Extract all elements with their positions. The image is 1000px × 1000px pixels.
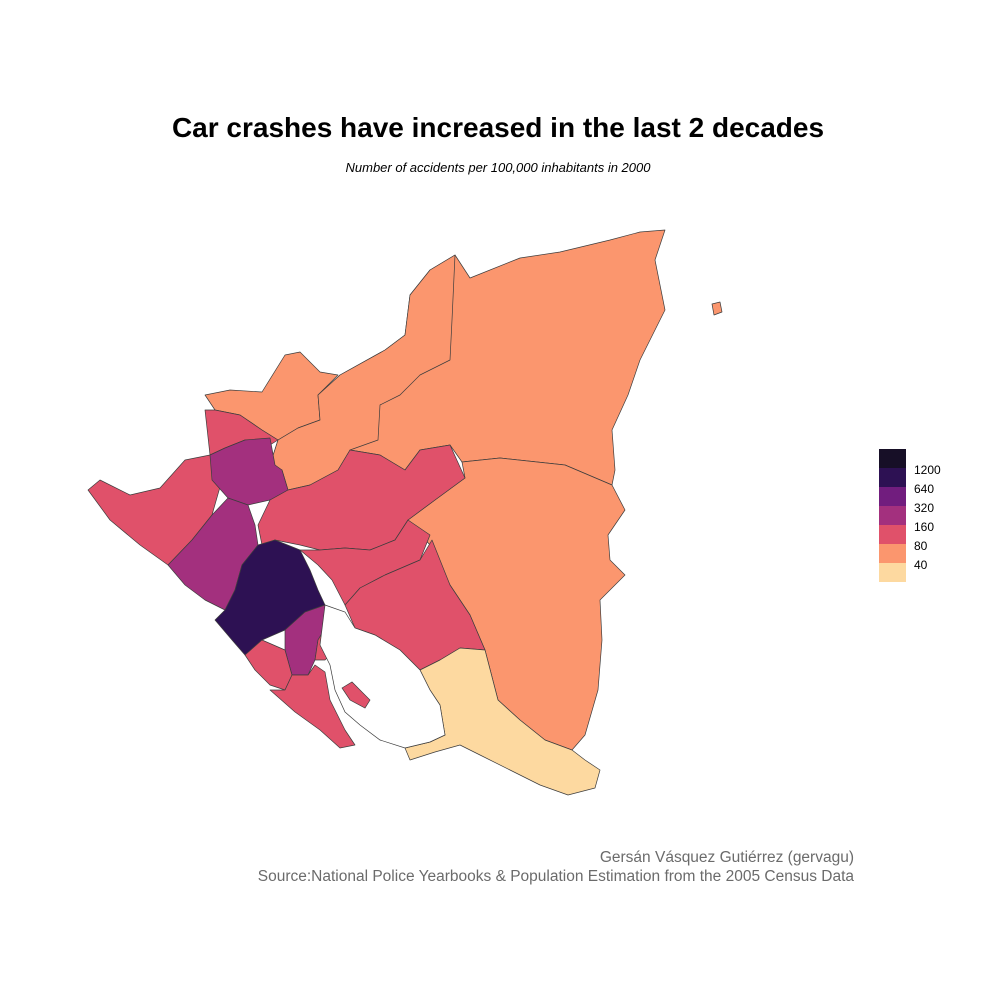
chart-subtitle: Number of accidents per 100,000 inhabita… xyxy=(345,160,651,175)
region-corn-islands xyxy=(711,301,723,316)
legend-swatch-6 xyxy=(879,563,906,582)
caption-author: Gersán Vásquez Gutiérrez (gervagu) xyxy=(599,849,854,866)
chart-title: Car crashes have increased in the last 2… xyxy=(171,112,825,143)
ometepe-island xyxy=(341,681,371,709)
caption-source: Source:National Police Yearbooks & Popul… xyxy=(257,868,854,885)
lake-nicaragua xyxy=(319,604,446,749)
legend-swatch-5 xyxy=(879,544,906,563)
region-rivas xyxy=(269,664,356,749)
legend-label-80: 80 xyxy=(914,539,928,553)
legend-label-1200: 1200 xyxy=(914,463,941,477)
legend-swatch-1 xyxy=(879,468,906,487)
region-esteli xyxy=(209,437,289,506)
legend-label-320: 320 xyxy=(914,501,935,515)
legend-label-160: 160 xyxy=(914,520,935,534)
region-boaco xyxy=(299,519,431,606)
legend-label-40: 40 xyxy=(914,558,928,572)
legend-swatch-2 xyxy=(879,487,906,506)
region-matagalpa xyxy=(257,444,466,551)
legend-label-640: 640 xyxy=(914,482,935,496)
legend-swatch-4 xyxy=(879,525,906,544)
legend-swatch-3 xyxy=(879,506,906,525)
caption: Gersán Vásquez Gutiérrez (gervagu) Sourc… xyxy=(258,848,854,886)
legend-swatch-0 xyxy=(879,449,906,468)
